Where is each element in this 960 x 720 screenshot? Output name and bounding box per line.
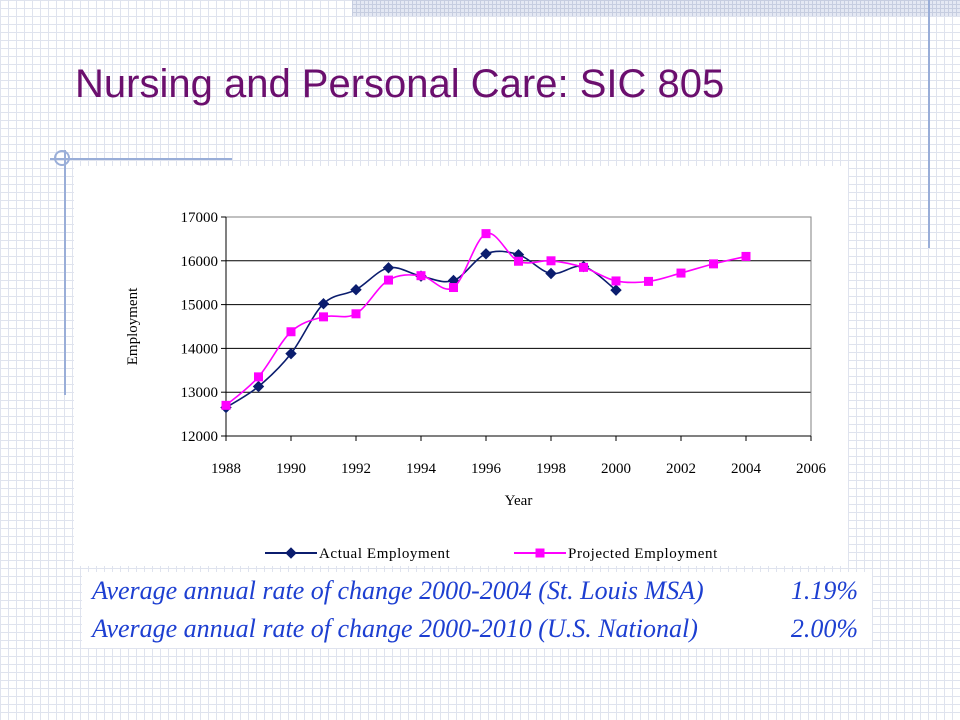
- point-actual-1991: [317, 298, 330, 310]
- y-tick-label-15000: 15000: [181, 298, 219, 314]
- legend-marker-actual: [285, 547, 297, 559]
- point-projected-1992: [351, 309, 361, 319]
- stats-panel: Average annual rate of change 2000-2004 …: [82, 572, 872, 648]
- point-actual-1998: [545, 267, 557, 280]
- x-axis-title: Year: [505, 493, 533, 509]
- x-tick-label-2000: 2000: [601, 461, 631, 477]
- point-actual-2000: [610, 284, 622, 296]
- y-tick-label-13000: 13000: [181, 385, 219, 401]
- stat-row-st-louis: Average annual rate of change 2000-2004 …: [82, 572, 872, 610]
- point-actual-1989: [252, 380, 265, 393]
- legend-label-projected: Projected Employment: [568, 546, 718, 562]
- point-actual-1993: [382, 262, 395, 274]
- title-underline-rule: [50, 158, 232, 160]
- stat-label-us-national: Average annual rate of change 2000-2010 …: [92, 614, 698, 643]
- x-tick-label-2002: 2002: [666, 461, 696, 477]
- legend-label-actual: Actual Employment: [319, 546, 451, 562]
- point-projected-1990: [286, 327, 296, 337]
- stat-value-st-louis: 1.19%: [790, 576, 858, 605]
- point-projected-1996: [481, 229, 491, 239]
- point-projected-2000: [611, 276, 621, 286]
- point-actual-1990: [285, 347, 297, 360]
- point-projected-1991: [319, 312, 328, 322]
- point-projected-2001: [644, 276, 653, 286]
- point-actual-1996: [480, 248, 492, 260]
- stat-value-us-national: 2.00%: [790, 614, 858, 643]
- point-projected-1994: [416, 271, 426, 281]
- legend-marker-projected: [535, 548, 545, 558]
- decorative-ring: [54, 150, 70, 166]
- left-decorative-rule: [64, 150, 66, 395]
- top-decorative-band: [352, 0, 960, 16]
- x-tick-label-2004: 2004: [731, 461, 762, 477]
- slide-title: Nursing and Personal Care: SIC 805: [75, 62, 725, 106]
- point-projected-1999: [579, 262, 588, 272]
- stat-label-st-louis: Average annual rate of change 2000-2004 …: [92, 576, 704, 605]
- point-projected-2002: [676, 268, 686, 278]
- employment-line-chart: 12000 13000 14000 15000 16000 17000 1988 1990 19…: [125, 210, 827, 562]
- x-tick-label-1998: 1998: [536, 461, 566, 477]
- stat-row-us-national: Average annual rate of change 2000-2010 …: [82, 610, 872, 648]
- point-projected-1989: [254, 372, 263, 382]
- y-tick-label-12000: 12000: [181, 429, 219, 445]
- y-tick-label-14000: 14000: [181, 341, 219, 357]
- x-tick-label-1996: 1996: [471, 461, 502, 477]
- point-projected-2004: [741, 251, 751, 261]
- right-decorative-rule: [928, 0, 930, 248]
- point-projected-1993: [384, 275, 393, 285]
- x-tick-label-2006: 2006: [796, 461, 827, 477]
- y-tick-label-17000: 17000: [181, 210, 219, 226]
- point-projected-1988: [221, 400, 231, 410]
- chart-panel: 12000 13000 14000 15000 16000 17000 1988 1990 19…: [74, 166, 848, 566]
- point-projected-2003: [709, 259, 718, 269]
- x-tick-label-1994: 1994: [406, 461, 437, 477]
- point-projected-1997: [514, 256, 523, 266]
- point-actual-1992: [350, 284, 362, 296]
- x-tick-label-1988: 1988: [211, 461, 241, 477]
- y-tick-label-16000: 16000: [181, 254, 219, 270]
- point-projected-1995: [449, 283, 458, 293]
- x-tick-label-1990: 1990: [276, 461, 306, 477]
- x-tick-label-1992: 1992: [341, 461, 371, 477]
- y-axis-title: Employment: [125, 287, 141, 365]
- point-projected-1998: [546, 256, 556, 266]
